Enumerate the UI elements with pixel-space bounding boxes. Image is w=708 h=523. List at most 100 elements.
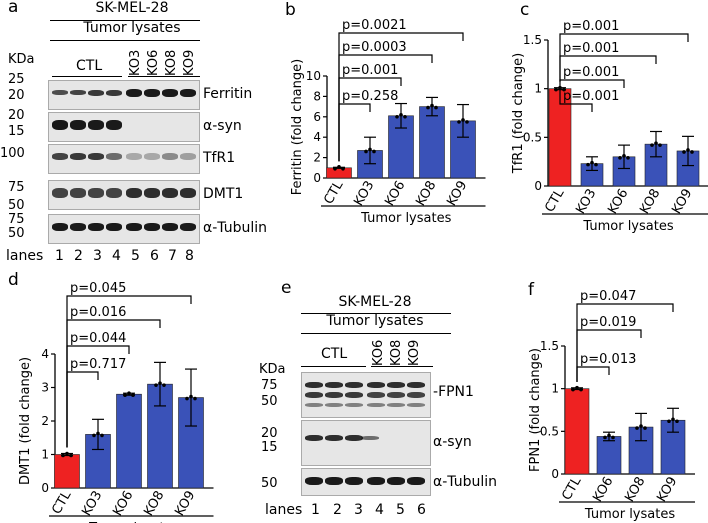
data-point	[650, 143, 654, 147]
blot-band	[180, 153, 196, 160]
blot-band	[361, 436, 379, 440]
category-label: CTL	[49, 488, 74, 517]
blot-label-tubulin-e: α-Tubulin	[433, 474, 497, 490]
data-point	[590, 160, 594, 165]
bar	[326, 167, 352, 179]
y-tick-label: 1.5	[523, 33, 542, 47]
blot-band	[52, 90, 68, 95]
category-label: KO9	[172, 489, 198, 519]
data-point	[461, 118, 465, 122]
y-tick-label: 1	[551, 382, 559, 396]
data-point	[399, 112, 403, 117]
blot-band	[367, 382, 385, 388]
marker: 100	[0, 146, 25, 161]
lane-number: 7	[168, 248, 177, 264]
category-label: KO9	[444, 179, 470, 209]
blot-band	[180, 88, 196, 97]
data-point	[667, 419, 671, 424]
blot-e-subtitle: Tumor lysates	[326, 313, 424, 329]
data-point	[154, 383, 158, 387]
blot-band	[407, 392, 425, 398]
blot-band	[70, 153, 86, 160]
bar	[596, 436, 622, 475]
blot-band	[305, 403, 323, 407]
data-point	[372, 149, 376, 154]
panel-label-a: a	[8, 0, 19, 17]
y-tick-label: 0.5	[540, 424, 559, 438]
blot-band	[52, 223, 68, 231]
category-label: KO6	[110, 489, 136, 519]
x-axis-label: Tumor lysates	[582, 219, 673, 234]
y-tick-label: 0	[41, 481, 49, 495]
category-label: CTL	[542, 186, 567, 215]
blot-band	[126, 153, 142, 160]
lane-number: 8	[185, 248, 194, 264]
data-point	[618, 156, 622, 160]
data-point	[61, 453, 65, 458]
blot-band	[387, 403, 405, 407]
blot-band	[325, 382, 343, 388]
p-value-label: p=0.001	[563, 89, 619, 104]
blot-band	[106, 89, 122, 96]
blot-band	[162, 223, 178, 231]
data-point	[162, 383, 166, 387]
p-value-label: p=0.001	[563, 41, 619, 56]
data-point	[607, 433, 611, 438]
y-axis-label: FPN1 (fold change)	[528, 348, 543, 472]
comparison-bracket	[338, 32, 464, 162]
blot-band	[387, 382, 405, 388]
category-label: KO6	[605, 187, 631, 217]
blot-label-tubulin: α-Tubulin	[203, 220, 267, 236]
y-tick-label: 1	[534, 82, 542, 96]
blot-band	[305, 477, 323, 485]
data-point	[123, 393, 127, 397]
lane-number: 2	[74, 248, 83, 264]
blot-a-cell-line: SK-MEL-28	[95, 0, 169, 16]
blot-band	[162, 88, 178, 97]
p-value-label: p=0.016	[70, 305, 126, 320]
marker: 50	[261, 394, 278, 409]
panel-label-f: f	[528, 280, 534, 300]
marker: 50	[261, 476, 278, 491]
lane-number: 6	[417, 502, 426, 518]
p-value-label: p=0.001	[563, 65, 619, 80]
marker: 15	[261, 440, 278, 455]
blot-band	[88, 223, 104, 231]
blot-band	[367, 477, 385, 485]
data-point	[185, 396, 189, 401]
data-point	[671, 417, 675, 422]
data-point	[465, 120, 469, 124]
lane-number: 4	[375, 502, 384, 518]
blot-label-fpn1: -FPN1	[433, 384, 474, 400]
category-label: CTL	[559, 474, 584, 503]
data-point	[594, 162, 598, 167]
marker: 20	[261, 426, 278, 441]
marker: 25	[8, 72, 25, 87]
bar	[628, 426, 654, 475]
p-value-label: p=0.045	[70, 281, 126, 296]
data-point	[333, 167, 337, 171]
lane-number: 1	[311, 502, 320, 518]
blot-band	[407, 403, 425, 407]
blot-band	[88, 89, 104, 96]
blot-band	[407, 477, 425, 485]
blot-strip-tfr1	[48, 144, 200, 174]
blot-band	[305, 382, 323, 388]
p-value-label: p=0.013	[580, 352, 636, 367]
data-point	[395, 114, 399, 119]
data-point	[434, 105, 438, 110]
data-point	[554, 87, 558, 92]
panel-label-e: e	[281, 278, 292, 298]
lane-number: 4	[112, 248, 121, 264]
bar	[419, 106, 445, 179]
p-value-label: p=0.001	[563, 19, 619, 34]
blot-band	[305, 435, 323, 441]
y-tick-label: 1	[41, 448, 49, 462]
category-label: KO8	[141, 489, 167, 519]
y-axis-label: TfR1 (fold change)	[511, 53, 526, 174]
blot-band	[70, 120, 86, 130]
data-point	[635, 426, 639, 430]
data-point	[611, 435, 615, 440]
data-point	[426, 105, 430, 110]
blot-band	[52, 188, 68, 198]
